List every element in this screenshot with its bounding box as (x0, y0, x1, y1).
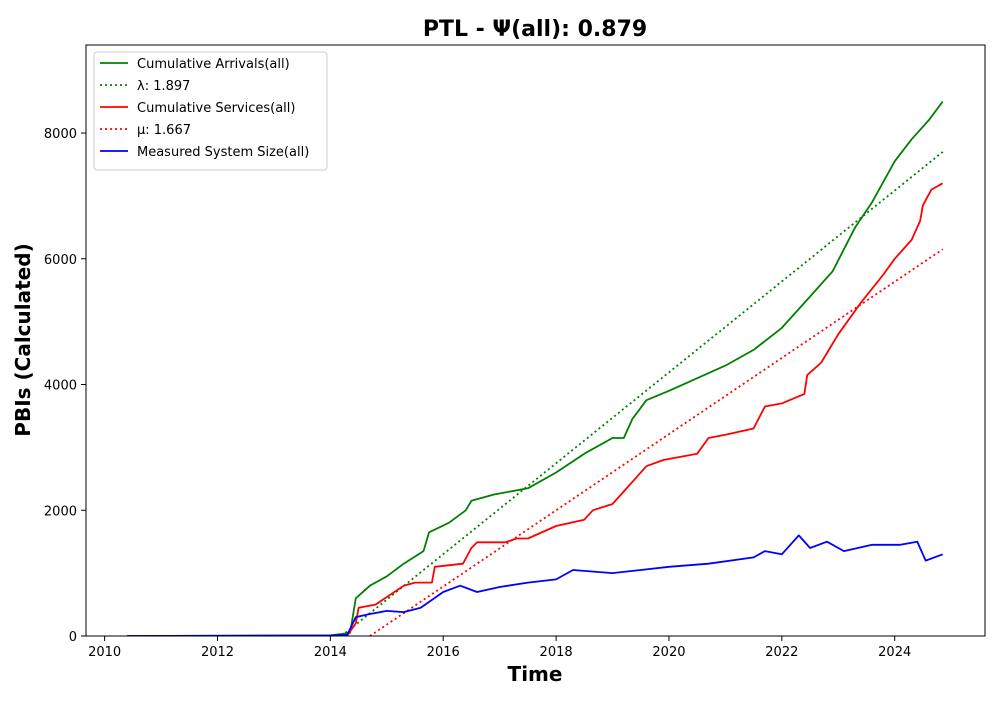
series-line-cumulative-services-all (127, 182, 944, 636)
legend: Cumulative Arrivals(all) λ: 1.897 Cumulati… (93, 51, 328, 171)
legend-label: Measured System Size(all) (137, 145, 309, 160)
chart-title: PTL - Ψ(all): 0.879 (423, 17, 647, 42)
y-axis-label: PBIs (Calculated) (11, 243, 35, 436)
legend-label: Cumulative Services(all) (137, 101, 295, 116)
plot-frame (85, 44, 986, 637)
x-tick-label: 2018 (540, 645, 573, 660)
series-line-1-667 (369, 248, 944, 636)
series-line-measured-system-size-all (127, 534, 944, 636)
legend-label: μ: 1.667 (137, 123, 191, 138)
x-axis-label: Time (508, 662, 563, 686)
x-tick-label: 2020 (652, 645, 685, 660)
legend-box (93, 51, 328, 171)
y-tick-label: 0 (69, 630, 77, 645)
series-line-1-897 (341, 151, 944, 636)
y-tick-label: 2000 (44, 504, 77, 519)
legend-label: λ: 1.897 (137, 79, 190, 94)
y-tick-label: 4000 (44, 379, 77, 394)
series-line-cumulative-arrivals-all (127, 101, 944, 636)
y-axis-ticks: 0 2000 4000 6000 8000 (44, 127, 86, 645)
y-tick-label: 8000 (44, 127, 77, 142)
x-tick-label: 2016 (427, 645, 460, 660)
series-layer (127, 101, 944, 636)
x-tick-label: 2024 (878, 645, 911, 660)
x-tick-label: 2014 (314, 645, 347, 660)
x-axis-ticks: 2010 2012 2014 2016 2018 2020 2022 2024 (88, 636, 911, 660)
x-tick-label: 2010 (88, 645, 121, 660)
y-tick-label: 6000 (44, 253, 77, 268)
x-tick-label: 2022 (765, 645, 798, 660)
legend-label: Cumulative Arrivals(all) (137, 57, 290, 72)
x-tick-label: 2012 (201, 645, 234, 660)
